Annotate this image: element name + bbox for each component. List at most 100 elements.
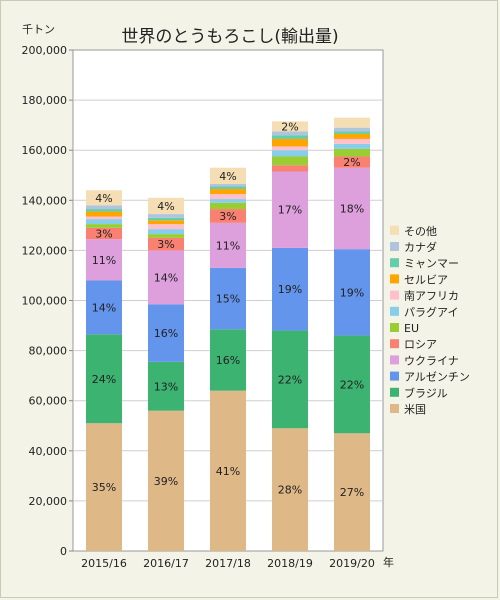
legend-item: ウクライナ — [390, 354, 459, 367]
bar-data-label: 4% — [157, 200, 174, 213]
bar-segment — [272, 146, 308, 151]
legend-item: 南アフリカ — [390, 290, 459, 303]
bar-segment — [272, 156, 308, 166]
bar-data-label: 16% — [154, 327, 178, 340]
bar-segment — [334, 133, 370, 139]
bar-segment — [272, 428, 308, 551]
bar-segment — [210, 199, 246, 203]
bar-data-label: 19% — [278, 283, 302, 296]
bar-data-label: 27% — [340, 486, 364, 499]
bar-data-label: 14% — [92, 301, 116, 314]
y-tick-label: 80,000 — [29, 345, 68, 358]
bar-segment — [148, 197, 184, 215]
legend-swatch — [390, 306, 399, 316]
y-tick-label: 180,000 — [22, 94, 68, 107]
bar-segment — [272, 135, 308, 139]
y-tick-label: 60,000 — [29, 395, 68, 408]
legend-item: ロシア — [390, 338, 437, 351]
bar-data-label: 14% — [154, 271, 178, 284]
bar-segment — [272, 165, 308, 172]
bar-segment — [148, 214, 184, 218]
bar-segment — [272, 171, 308, 248]
x-tick-label: 2015/16 — [81, 557, 127, 570]
bar-data-label: 11% — [216, 239, 240, 252]
x-tick-label: 2019/20 — [329, 557, 375, 570]
bar-segment — [334, 167, 370, 250]
legend-label: ロシア — [404, 338, 437, 351]
bar-segment — [210, 184, 246, 187]
bar-segment — [86, 227, 122, 240]
bar-segment — [334, 131, 370, 134]
bar-segment — [86, 216, 122, 220]
y-tick-label: 120,000 — [22, 244, 68, 257]
bar-segment — [334, 335, 370, 434]
bar-segment — [210, 202, 246, 210]
bar-segment — [86, 205, 122, 210]
legend-label: ウクライナ — [404, 354, 459, 367]
bar-segment — [210, 167, 246, 185]
legend-item: その他 — [390, 225, 437, 238]
bar-data-label: 41% — [216, 465, 240, 478]
bar-segment — [210, 186, 246, 190]
legend-label: その他 — [404, 225, 437, 238]
bar-data-label: 4% — [219, 170, 236, 183]
legend-label: 南アフリカ — [404, 290, 459, 303]
bar-segment — [86, 423, 122, 551]
x-tick-label: 2017/18 — [205, 557, 251, 570]
bar-data-label: 2% — [281, 120, 298, 133]
bar-segment — [148, 410, 184, 551]
bar-segment — [210, 329, 246, 391]
legend-label: 米国 — [404, 403, 426, 416]
legend-item: ブラジル — [390, 386, 448, 400]
bar-segment — [210, 209, 246, 223]
legend-item: パラグアイ — [390, 305, 458, 319]
y-tick-label: 160,000 — [22, 144, 68, 157]
bar-segment — [86, 190, 122, 206]
legend-swatch — [390, 323, 399, 332]
bar-segment — [148, 224, 184, 230]
x-tick-label: 2016/17 — [143, 557, 189, 570]
bar-segment — [86, 209, 122, 212]
legend-swatch — [390, 404, 399, 413]
bar-data-label: 24% — [92, 373, 116, 386]
bar-segment — [272, 121, 308, 132]
bar-data-label: 18% — [340, 202, 364, 215]
y-tick-label: 200,000 — [22, 44, 68, 57]
bar-data-label: 3% — [157, 238, 174, 251]
legend-swatch — [390, 225, 399, 235]
bar-segment — [148, 250, 184, 305]
bar-data-label: 11% — [92, 254, 116, 267]
bar-segment — [334, 156, 370, 168]
legend-item: セルビア — [390, 273, 448, 286]
legend-label: パラグアイ — [404, 305, 458, 319]
bar-segment — [148, 304, 184, 362]
bar-data-label: 16% — [216, 354, 240, 367]
legend-swatch — [390, 290, 399, 300]
bar-data-label: 3% — [95, 227, 112, 240]
bar-segment — [86, 211, 122, 217]
bar-segment — [86, 239, 122, 281]
bar-segment — [86, 334, 122, 424]
bar-segment — [148, 217, 184, 221]
y-axis-ticks: 0 20,000 40,000 60,000 80,000 100,000 120,000 1… — [22, 44, 73, 558]
y-tick-label: 20,000 — [29, 495, 68, 508]
bar-segment — [272, 330, 308, 429]
bar-segment — [148, 237, 184, 251]
legend-label: アルゼンチン — [404, 371, 470, 384]
legend-label: カナダ — [404, 240, 437, 254]
y-tick-label: 140,000 — [22, 194, 68, 207]
y-axis-unit: 千トン — [22, 23, 55, 36]
bar-data-label: 4% — [95, 192, 112, 205]
bar-segment — [334, 117, 370, 128]
bar-segment — [148, 220, 184, 225]
bar-segment — [148, 234, 184, 238]
bar-segment — [272, 138, 308, 147]
bars: 35% 24% 14% 11% 3% 4% 39% 13% 16% 14% 3% 4% 41% 16% 15… — [86, 117, 370, 551]
legend-swatch — [390, 355, 399, 365]
x-axis-ticks: 2015/16 2016/17 2017/18 2018/19 2019/20 — [81, 557, 375, 570]
bar-data-label: 3% — [219, 210, 236, 223]
bar-segment — [86, 219, 122, 225]
legend-swatch — [390, 387, 399, 397]
